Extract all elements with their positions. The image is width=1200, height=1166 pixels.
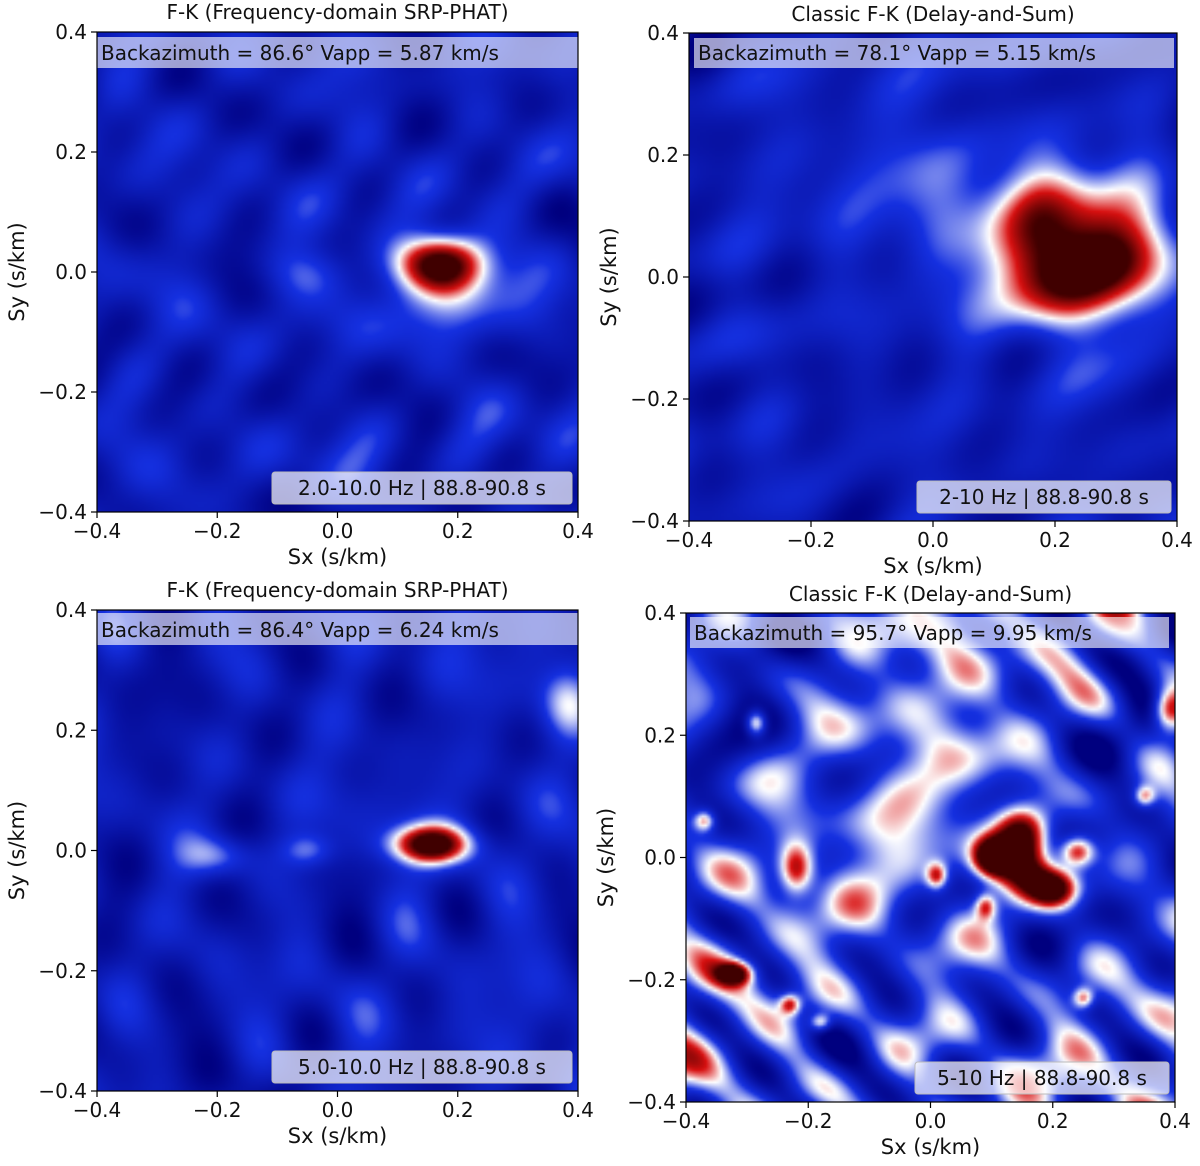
y-axis-label: Sy (s/km) [594,808,618,907]
x-tick-label: 0.0 [322,1098,354,1122]
y-tick-label: 0.2 [647,143,679,167]
x-axis-label: Sx (s/km) [881,1135,980,1159]
y-tick-label: −0.4 [630,509,679,533]
x-tick-label: 0.0 [915,1109,947,1133]
panel-4: Backazimuth = 95.7° Vapp = 9.95 km/s 5-10… [594,582,1191,1159]
x-axis-label: Sx (s/km) [883,554,982,578]
band-label: 2-10 Hz | 88.8-90.8 s [939,485,1149,509]
y-tick-label: 0.2 [644,723,676,747]
x-tick-label: −0.4 [73,1098,122,1122]
x-tick-label: 0.2 [442,1098,474,1122]
y-axis-label: Sy (s/km) [5,222,29,321]
info-label: Backazimuth = 86.4° Vapp = 6.24 km/s [101,618,499,642]
x-tick-label: 0.0 [917,528,949,552]
info-label: Backazimuth = 78.1° Vapp = 5.15 km/s [698,41,1096,65]
panel-1: Backazimuth = 86.6° Vapp = 5.87 km/s 2.0-… [5,0,594,569]
chart-title: F-K (Frequency-domain SRP-PHAT) [166,0,508,24]
y-tick-label: −0.2 [38,959,87,983]
y-tick-label: 0.0 [55,260,87,284]
x-axis-label: Sx (s/km) [288,1124,387,1148]
x-tick-label: 0.4 [1161,528,1193,552]
y-tick-label: 0.4 [644,601,676,625]
panel-3: Backazimuth = 86.4° Vapp = 6.24 km/s 5.0-… [5,578,594,1148]
x-tick-label: 0.4 [562,519,594,543]
info-label: Backazimuth = 86.6° Vapp = 5.87 km/s [101,41,499,65]
y-tick-label: −0.2 [38,380,87,404]
band-box [914,1061,1170,1095]
x-tick-label: 0.2 [442,519,474,543]
y-tick-label: −0.4 [38,500,87,524]
x-tick-label: 0.4 [1159,1109,1191,1133]
y-tick-label: 0.2 [55,140,87,164]
y-tick-label: 0.4 [647,21,679,45]
x-axis-label: Sx (s/km) [288,545,387,569]
heatmap-image [97,32,578,512]
heatmap-image [689,33,1177,521]
y-tick-label: −0.4 [38,1079,87,1103]
x-tick-label: −0.4 [73,519,122,543]
y-tick-label: −0.2 [627,968,676,992]
y-tick-label: 0.4 [55,598,87,622]
x-tick-label: −0.4 [665,528,714,552]
y-axis-label: Sy (s/km) [5,801,29,900]
band-label: 5.0-10.0 Hz | 88.8-90.8 s [298,1055,546,1079]
x-tick-label: −0.2 [193,519,242,543]
panel-2: Backazimuth = 78.1° Vapp = 5.15 km/s 2-10… [597,2,1193,578]
x-tick-label: −0.2 [787,528,836,552]
band-label: 2.0-10.0 Hz | 88.8-90.8 s [298,476,546,500]
heatmap-image [686,613,1175,1102]
chart-title: Classic F-K (Delay-and-Sum) [791,2,1074,26]
band-box [271,1050,573,1084]
info-box [690,617,1169,648]
heatmap-image [97,610,578,1091]
x-tick-label: 0.2 [1039,528,1071,552]
x-tick-label: −0.2 [193,1098,242,1122]
band-box [916,480,1172,514]
chart-title: Classic F-K (Delay-and-Sum) [789,582,1072,606]
x-tick-label: 0.4 [562,1098,594,1122]
info-box [97,613,578,645]
x-tick-label: 0.2 [1037,1109,1069,1133]
y-tick-label: 0.0 [647,265,679,289]
info-box [694,38,1174,68]
y-tick-label: 0.2 [55,718,87,742]
y-tick-label: 0.4 [55,20,87,44]
y-tick-label: −0.4 [627,1090,676,1114]
y-tick-label: 0.0 [55,839,87,863]
x-tick-label: −0.4 [662,1109,711,1133]
info-box [97,37,578,68]
x-tick-label: 0.0 [322,519,354,543]
info-label: Backazimuth = 95.7° Vapp = 9.95 km/s [694,621,1092,645]
band-box [271,471,573,505]
y-tick-label: −0.2 [630,387,679,411]
y-tick-label: 0.0 [644,846,676,870]
band-label: 5-10 Hz | 88.8-90.8 s [937,1066,1147,1090]
x-tick-label: −0.2 [784,1109,833,1133]
chart-title: F-K (Frequency-domain SRP-PHAT) [166,578,508,602]
y-axis-label: Sy (s/km) [597,227,621,326]
